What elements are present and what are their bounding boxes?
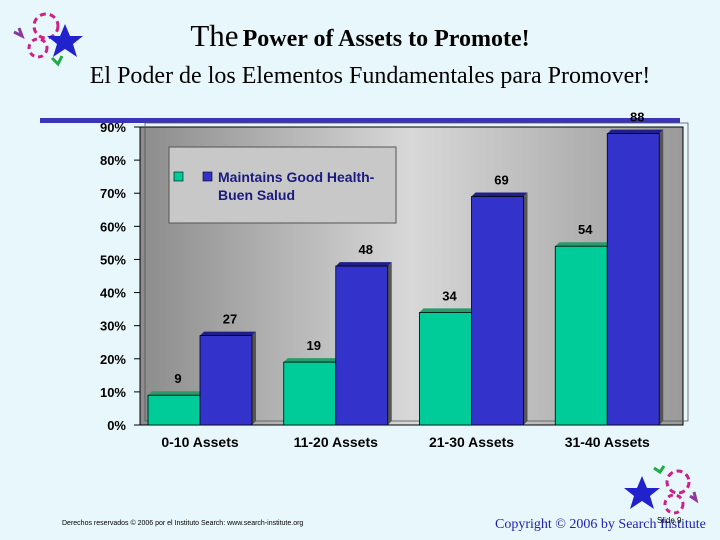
title-the: The <box>190 18 239 53</box>
legend-label-line2: Buen Salud <box>218 187 295 203</box>
y-tick-label: 90% <box>100 120 126 135</box>
data-label: 34 <box>442 288 457 303</box>
legend-box <box>168 146 397 224</box>
y-tick-label: 50% <box>100 252 126 267</box>
bar-top <box>148 391 204 396</box>
logo-icon <box>13 12 83 67</box>
bar-top <box>607 129 664 134</box>
y-tick-label: 20% <box>100 352 126 367</box>
bar <box>147 394 201 426</box>
title-divider <box>40 118 680 123</box>
bar-side <box>523 192 528 425</box>
bar-side <box>659 129 664 425</box>
legend-swatch-series-2 <box>202 171 213 182</box>
bar <box>554 245 608 426</box>
footer-rights: Derechos reservados © 2006 por el Instit… <box>62 520 304 527</box>
bar <box>199 335 253 426</box>
bar <box>471 196 524 426</box>
x-tick-label: 11-20 Assets <box>294 434 379 450</box>
data-label: 9 <box>174 371 181 386</box>
y-tick-label: 30% <box>100 319 126 334</box>
bar <box>283 361 337 426</box>
legend-label-line1: Maintains Good Health- <box>218 169 375 185</box>
bar-top <box>283 358 340 363</box>
bar-top <box>200 331 256 336</box>
x-tick-label: 31-40 Assets <box>565 434 650 450</box>
plot-depth <box>144 122 689 422</box>
bar <box>335 265 389 426</box>
y-tick-label: 40% <box>100 286 126 301</box>
y-tick-label: 0% <box>107 418 126 433</box>
data-label: 48 <box>359 242 373 257</box>
x-tick-label: 21-30 Assets <box>429 434 514 450</box>
title-rest: Power of Assets to Promote! <box>242 26 530 52</box>
bar-side <box>387 262 392 425</box>
data-label: 69 <box>494 173 508 188</box>
bar-top <box>555 242 612 247</box>
page-subtitle: El Poder de los Elementos Fundamentales … <box>89 63 651 89</box>
legend-swatch-series-1 <box>173 171 184 182</box>
page-title: The Power of Assets to Promote! <box>0 18 720 54</box>
data-label: 27 <box>223 312 237 327</box>
data-label: 19 <box>307 338 321 353</box>
logo-icon-bottom <box>624 465 699 515</box>
data-label: 54 <box>578 222 593 237</box>
bar-side <box>252 331 256 425</box>
bar-top <box>419 308 476 313</box>
y-tick-label: 80% <box>100 153 126 168</box>
y-tick-label: 70% <box>100 186 126 201</box>
bar <box>606 133 660 426</box>
slide-number: Slide 9 <box>657 516 682 525</box>
y-tick-label: 60% <box>100 219 126 234</box>
footer-copyright: Copyright © 2006 by Search Institute <box>495 517 706 532</box>
y-tick-label: 10% <box>100 385 126 400</box>
data-label: 88 <box>630 110 644 125</box>
bar <box>419 312 472 426</box>
bar-top <box>471 192 528 197</box>
x-tick-label: 0-10 Assets <box>161 434 239 450</box>
bar-top <box>335 262 392 267</box>
